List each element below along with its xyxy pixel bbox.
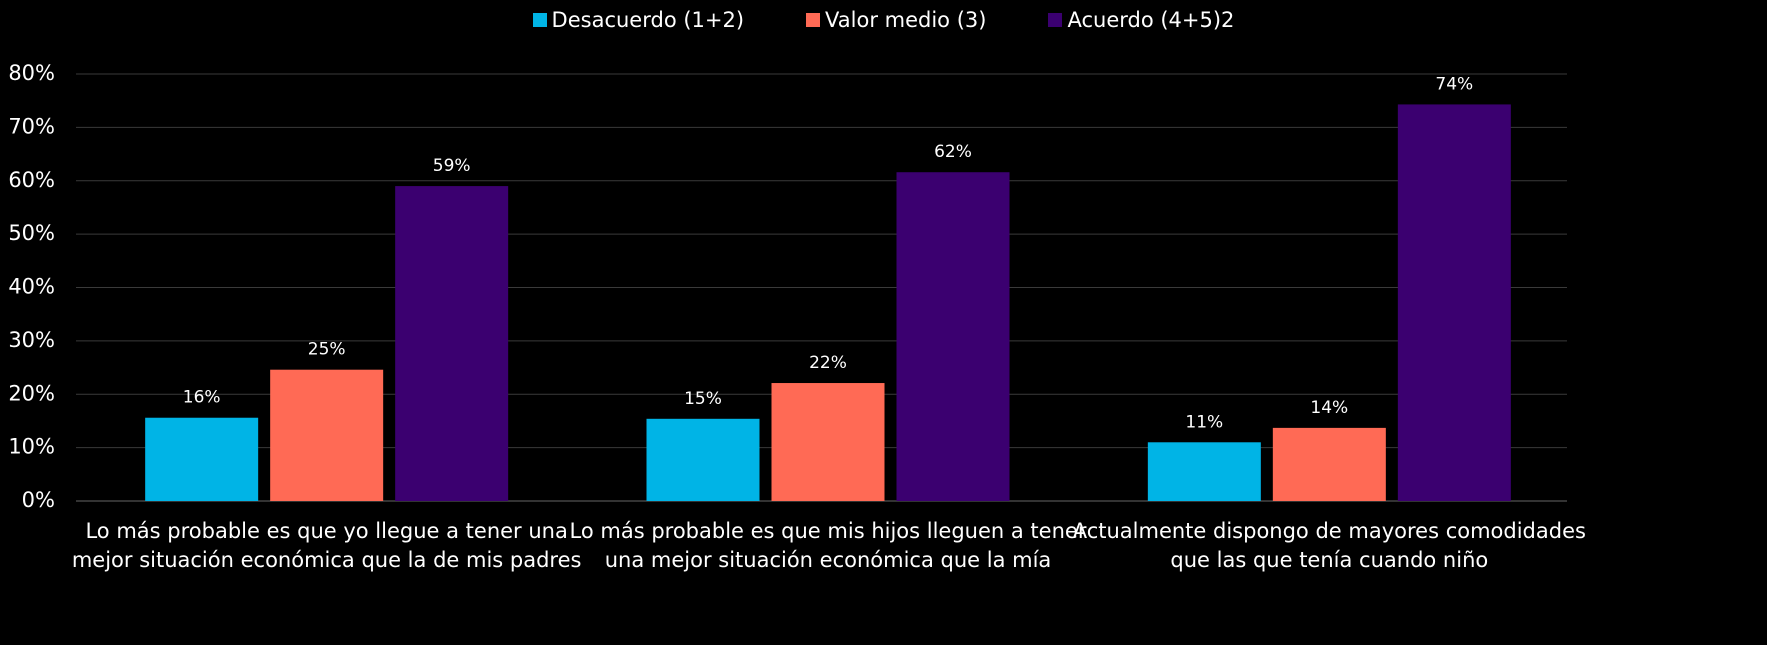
data-label: 74% bbox=[1435, 74, 1473, 94]
y-tick-label: 50% bbox=[8, 221, 55, 245]
y-tick-label: 10% bbox=[8, 435, 55, 459]
bar bbox=[145, 417, 259, 501]
bar bbox=[1397, 104, 1511, 501]
data-label: 62% bbox=[934, 142, 972, 162]
bar bbox=[896, 172, 1010, 501]
legend-label: Acuerdo (4+5)2 bbox=[1067, 8, 1235, 32]
data-label: 11% bbox=[1185, 412, 1223, 432]
data-label: 59% bbox=[433, 156, 471, 176]
y-tick-label: 60% bbox=[8, 168, 55, 192]
x-tick-label: Lo más probable es que yo llegue a tener… bbox=[71, 519, 582, 572]
data-label: 16% bbox=[183, 388, 221, 408]
legend-item: Desacuerdo (1+2) bbox=[532, 8, 745, 32]
legend: Desacuerdo (1+2) Valor medio (3) Acuerdo (… bbox=[0, 8, 1767, 32]
y-tick-label: 20% bbox=[8, 381, 55, 405]
legend-item: Valor medio (3) bbox=[806, 8, 986, 32]
data-label: 22% bbox=[809, 353, 847, 373]
x-tick-label: Actualmente dispongo de mayores comodida… bbox=[1072, 519, 1586, 572]
x-tick-label: Lo más probable es que mis hijos lleguen… bbox=[569, 519, 1087, 572]
bar bbox=[1147, 442, 1261, 501]
legend-swatch bbox=[532, 13, 547, 27]
legend-label: Valor medio (3) bbox=[825, 8, 987, 32]
legend-swatch bbox=[806, 13, 821, 27]
y-tick-label: 70% bbox=[8, 114, 55, 138]
y-tick-label: 40% bbox=[8, 275, 55, 299]
legend-item: Acuerdo (4+5)2 bbox=[1048, 8, 1234, 32]
legend-swatch bbox=[1048, 13, 1063, 27]
bar bbox=[771, 383, 885, 501]
bar bbox=[646, 418, 760, 501]
data-label: 25% bbox=[308, 340, 346, 360]
y-tick-label: 30% bbox=[8, 328, 55, 352]
data-label: 15% bbox=[684, 389, 722, 409]
bar bbox=[1272, 427, 1386, 501]
legend-label: Desacuerdo (1+2) bbox=[551, 8, 745, 32]
data-label: 14% bbox=[1310, 398, 1348, 418]
bar bbox=[270, 369, 384, 501]
y-tick-label: 0% bbox=[22, 488, 55, 512]
y-tick-label: 80% bbox=[8, 61, 55, 85]
bar bbox=[395, 186, 509, 501]
